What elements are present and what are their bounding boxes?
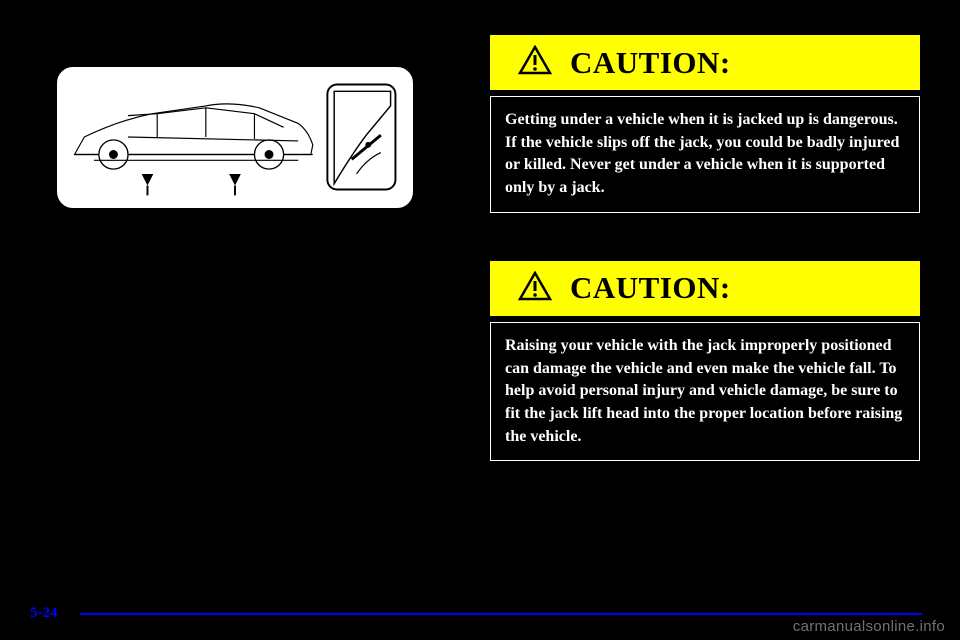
caution-header-2: CAUTION: [490, 261, 920, 316]
caution-box-2: CAUTION: Raising your vehicle with the j… [490, 261, 920, 462]
caution-box-1: CAUTION: Getting under a vehicle when it… [490, 35, 920, 213]
caution-body-1: Getting under a vehicle when it is jacke… [490, 96, 920, 213]
caution-header-1: CAUTION: [490, 35, 920, 90]
car-diagram-svg [57, 67, 413, 208]
warning-triangle-icon [518, 45, 552, 80]
watermark-text: carmanualsonline.info [793, 618, 945, 635]
caution-body-2: Raising your vehicle with the jack impro… [490, 322, 920, 462]
page-bottom-rule [80, 613, 922, 615]
caution-label-2: CAUTION: [570, 270, 731, 306]
right-column: CAUTION: Getting under a vehicle when it… [490, 35, 920, 461]
warning-triangle-icon [518, 271, 552, 306]
page-number: 5-24 [30, 605, 58, 622]
jack-location-illustration [55, 65, 415, 210]
caution-label-1: CAUTION: [570, 45, 731, 81]
manual-page: CAUTION: Getting under a vehicle when it… [0, 0, 960, 640]
